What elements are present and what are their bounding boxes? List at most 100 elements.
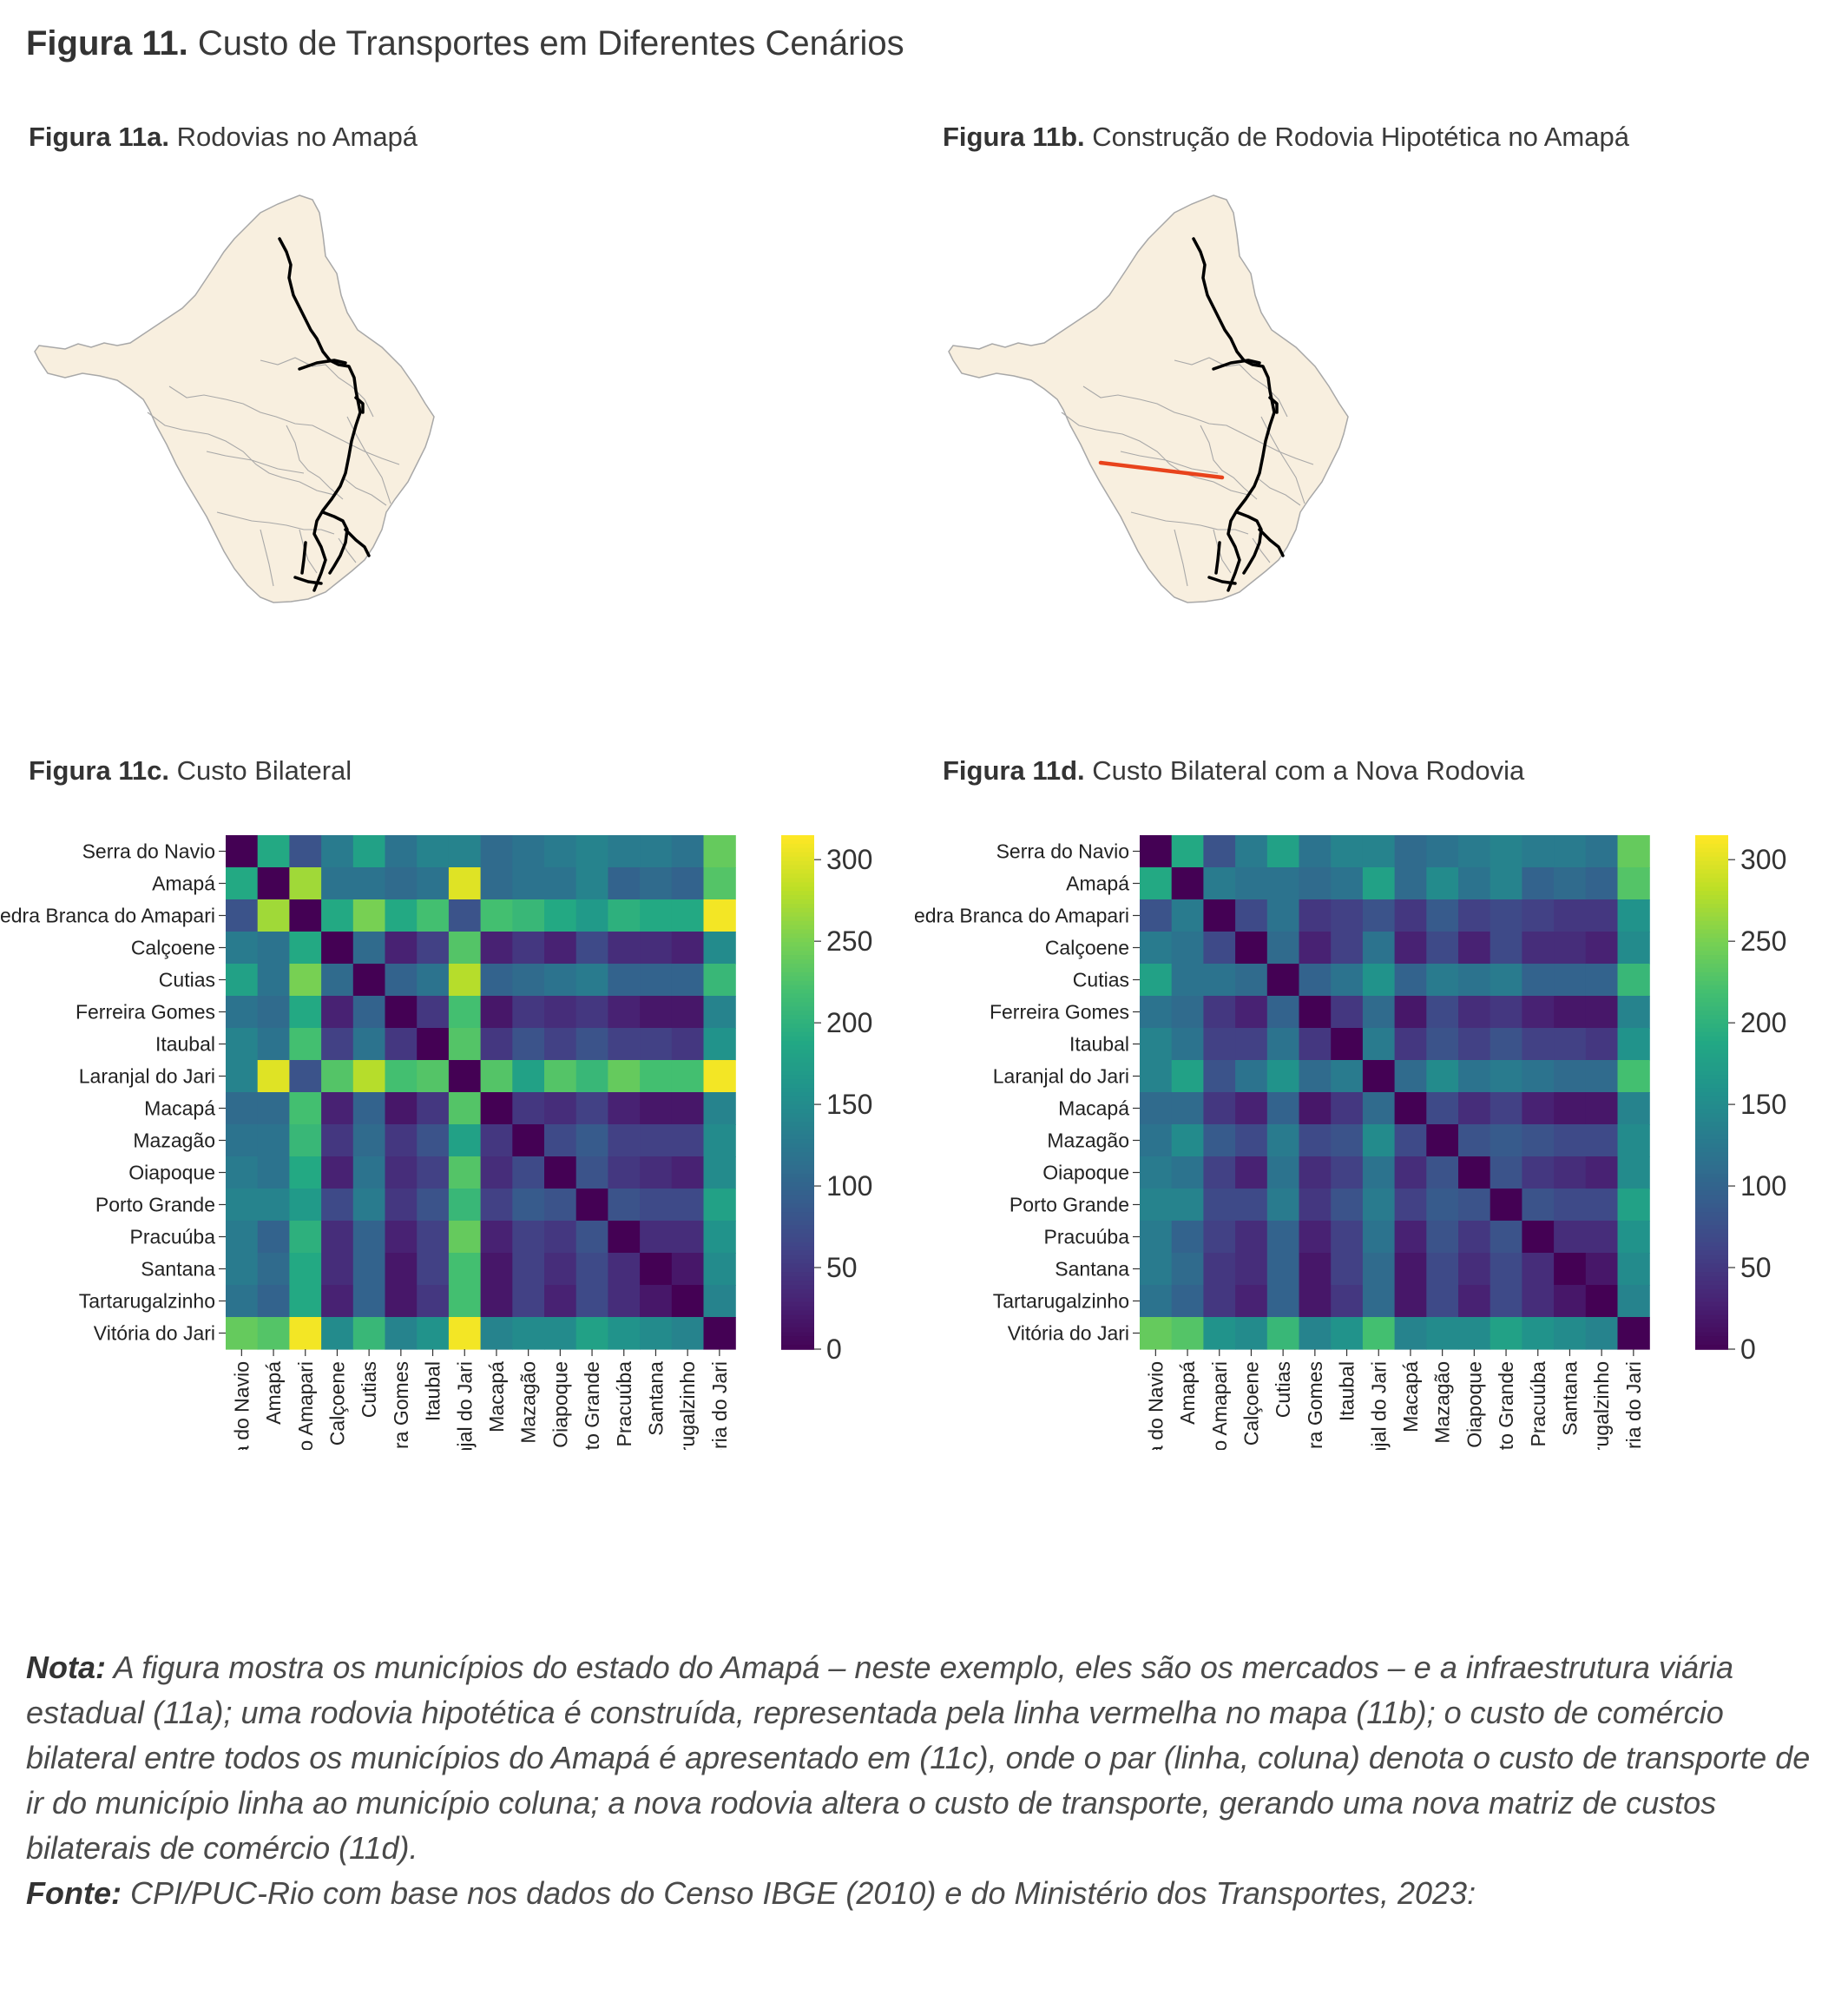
heatmap-cell: [1299, 835, 1332, 868]
colorbar-segment: [1695, 865, 1728, 871]
heatmap-cell: [671, 1253, 705, 1286]
heatmap-cell: [448, 1253, 482, 1286]
heatmap-cell: [1458, 899, 1491, 932]
figure-title-text: Custo de Transportes em Diferentes Cenár…: [197, 24, 904, 63]
colorbar-segment: [1695, 938, 1728, 944]
colorbar-segment: [1695, 1345, 1728, 1350]
colorbar-segment: [1695, 1049, 1728, 1055]
heatmap-cell: [512, 1092, 545, 1125]
heatmap-cell: [640, 1028, 673, 1061]
heatmap-cell: [417, 964, 450, 997]
colorbar-segment: [781, 1156, 814, 1162]
colorbar-segment: [1695, 1079, 1728, 1084]
heatmap-cell: [1585, 932, 1619, 965]
colorbar-segment: [1695, 1036, 1728, 1042]
colorbar-segment: [1695, 843, 1728, 849]
colorbar-segment: [1695, 1109, 1728, 1115]
colorbar-segment: [781, 1135, 814, 1141]
heatmap-cell: [1490, 1253, 1522, 1286]
heatmap-cell: [1426, 964, 1459, 997]
colorbar-segment: [781, 1208, 814, 1213]
heatmap-cell: [352, 1156, 386, 1189]
heatmap-cell: [385, 899, 418, 932]
heatmap-cell: [289, 899, 322, 932]
heatmap-cell: [1203, 1124, 1236, 1157]
heatmap-cell: [703, 1060, 736, 1093]
heatmap-cell: [1171, 1189, 1204, 1222]
colorbar-segment: [781, 852, 814, 858]
heatmap-cell: [1140, 964, 1173, 997]
heatmap-cell: [1490, 899, 1522, 932]
colorbar-segment: [1695, 1156, 1728, 1162]
colorbar-segment: [1695, 886, 1728, 892]
heatmap-cell: [352, 1092, 386, 1125]
heatmap-cell: [321, 932, 354, 965]
heatmap-cell: [1458, 1092, 1491, 1125]
heatmap-cell: [575, 867, 608, 900]
heatmap-cell: [352, 1221, 386, 1254]
heatmap-cell: [1299, 1317, 1332, 1350]
source-text: CPI/PUC-Rio com base nos dados do Censo …: [129, 1875, 1476, 1911]
heatmap-cell: [289, 835, 322, 868]
colorbar-segment: [1695, 1066, 1728, 1072]
highway-branch-1: [298, 359, 347, 371]
colorbar-segment: [1695, 1250, 1728, 1256]
col-label: Laranjal do Jari: [1367, 1361, 1390, 1450]
heatmap-cell: [480, 1156, 513, 1189]
colorbar-segment: [781, 1075, 814, 1080]
heatmap-cell: [257, 1253, 290, 1286]
heatmap-cell: [1299, 964, 1332, 997]
heatmap-cell: [1554, 1124, 1587, 1157]
heatmap-cell: [512, 1189, 545, 1222]
panel-b-title: Figura 11b. Construção de Rodovia Hipoté…: [943, 122, 1629, 153]
heatmap-cell: [417, 1317, 450, 1350]
heatmap-cell: [703, 932, 736, 965]
heatmap-cell: [385, 1092, 418, 1125]
heatmap-cell: [1394, 1124, 1427, 1157]
heatmap-cell: [1203, 1189, 1236, 1222]
heatmap-cell: [1522, 1124, 1555, 1157]
heatmap-cell: [417, 1028, 450, 1061]
heatmap-cell: [544, 964, 577, 997]
heatmap-cell: [1617, 1317, 1650, 1350]
map-group: [34, 194, 435, 603]
colorbar-segment: [1695, 1104, 1728, 1110]
heatmap-cell: [1617, 1221, 1650, 1254]
heatmap-cell: [1331, 1221, 1364, 1254]
heatmap-cell: [512, 899, 545, 932]
colorbar-segment: [781, 907, 814, 913]
heatmap-cell: [1554, 964, 1587, 997]
heatmap-cell: [575, 932, 608, 965]
row-label: Laranjal do Jari: [79, 1065, 215, 1088]
row-label: Ferreira Gomes: [76, 1001, 215, 1024]
heatmap-cell: [640, 1092, 673, 1125]
heatmap-cell: [1394, 1060, 1427, 1093]
panel-a-label: Figura 11a.: [29, 122, 169, 152]
colorbar-segment: [1695, 847, 1728, 853]
colorbar-segment: [781, 1332, 814, 1337]
heatmap-cell: [671, 1285, 705, 1318]
heatmap-cell: [703, 1285, 736, 1318]
heatmap-cell: [1331, 1092, 1364, 1125]
colorbar-segment: [781, 886, 814, 892]
colorbar-segment: [1695, 1323, 1728, 1329]
colorbar-segment: [781, 1057, 814, 1064]
colorbar-segment: [1695, 1015, 1728, 1020]
colorbar-segment: [1695, 916, 1728, 922]
heatmap-cell: [1140, 1317, 1173, 1350]
colorbar-segment: [1695, 1040, 1728, 1046]
heatmap-cell: [1490, 996, 1522, 1029]
heatmap-cell: [1617, 867, 1650, 900]
heatmap-cell: [448, 1285, 482, 1318]
colorbar-segment: [781, 1117, 814, 1123]
heatmap-cell: [352, 1060, 386, 1093]
highway-branch-3: [321, 510, 349, 575]
colorbar-segment: [1695, 856, 1728, 862]
heatmap-cell: [1426, 899, 1459, 932]
heatmap-cell: [575, 1189, 608, 1222]
heatmap-cell: [1554, 835, 1587, 868]
heatmap-cell: [1458, 1221, 1491, 1254]
heatmap-cell: [1266, 1124, 1300, 1157]
heatmap-cell: [226, 835, 259, 868]
col-label: Serra do Navio: [230, 1361, 253, 1450]
